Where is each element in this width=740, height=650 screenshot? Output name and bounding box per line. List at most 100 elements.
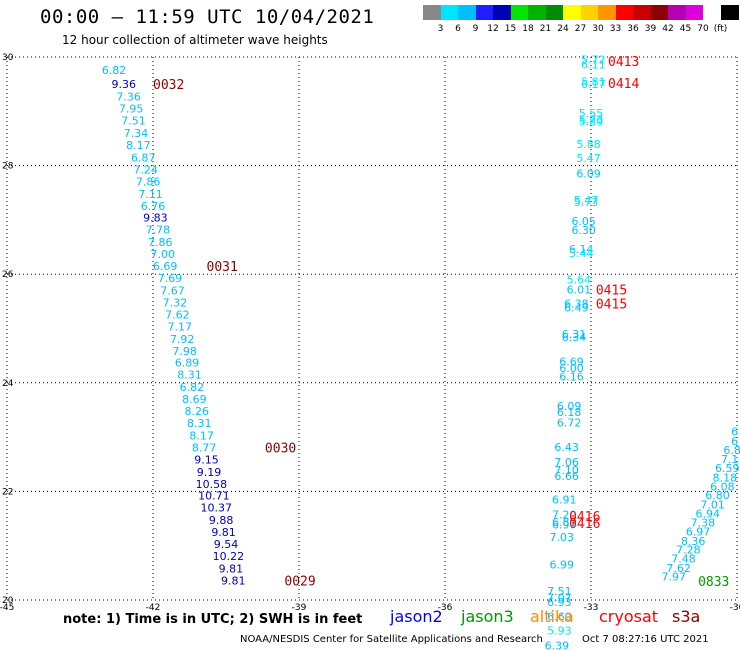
- wave-height-value: 6.09: [557, 400, 582, 413]
- wave-height-value: 5.81: [581, 75, 606, 88]
- scale-label: 45: [679, 24, 692, 34]
- scale-swatch: [440, 5, 459, 20]
- wave-height-value: 6.17: [581, 78, 606, 91]
- scale-swatch: [475, 5, 494, 20]
- wave-height-value: 8.17: [189, 429, 214, 442]
- scale-label: 30: [592, 24, 604, 34]
- pass-time-label: 0415: [596, 298, 627, 313]
- wave-height-value: 10.37: [201, 502, 233, 515]
- wave-height-value: 7.92: [170, 333, 195, 346]
- x-tick-label: -33: [584, 603, 599, 613]
- wave-height-value: 10.22: [213, 550, 245, 563]
- scale-label: 3: [437, 24, 444, 34]
- scale-swatch: [458, 5, 476, 20]
- wave-height-value: 7.51: [547, 585, 572, 598]
- scale-label: (ft): [713, 24, 728, 34]
- scale-label: 12: [487, 24, 499, 34]
- x-tick-label: -45: [0, 603, 14, 613]
- pass-time-label: 0413: [608, 55, 639, 70]
- wave-height-value: 7.36: [116, 91, 141, 104]
- wave-height-value: 6.87: [552, 516, 577, 529]
- x-tick-label: -42: [146, 603, 161, 613]
- scale-swatch: [545, 5, 564, 20]
- wave-height-value: 6.34: [562, 331, 587, 344]
- wave-height-value: 6.93: [547, 596, 572, 609]
- pass-time-label: 0030: [265, 441, 296, 456]
- credit-text: NOAA/NESDIS Center for Satellite Applica…: [240, 634, 543, 645]
- wave-height-value: 9.88: [209, 514, 234, 527]
- wave-height-value: 10.71: [198, 490, 230, 503]
- pass-time-label: 0032: [153, 78, 184, 93]
- scale-swatch: [423, 5, 441, 20]
- y-tick-label: 24: [2, 379, 14, 389]
- wave-height-value: 7.62: [666, 562, 691, 575]
- wave-height-value: 7.67: [160, 284, 185, 297]
- wave-height-value: 7.97: [661, 571, 686, 584]
- legend-jason2: jason2: [390, 607, 443, 626]
- legend-altika: altika: [530, 607, 574, 626]
- wave-height-value: 7.95: [119, 103, 144, 116]
- wave-height-value: 7.86: [136, 175, 161, 188]
- wave-height-value: 8.26: [185, 405, 210, 418]
- scale-label: 18: [522, 24, 534, 34]
- wave-height-value: 7.69: [158, 272, 183, 285]
- wave-height-value: 7.20: [552, 509, 577, 522]
- scale-swatch: [720, 5, 739, 20]
- pass-time-label: 0031: [207, 260, 238, 275]
- wave-height-value: 5.73: [579, 113, 604, 126]
- wave-height-value: 6.01: [567, 283, 592, 296]
- wave-height-value: 5.55: [579, 107, 604, 120]
- x-tick-label: -39: [292, 603, 307, 613]
- wave-height-value: 6.69: [559, 356, 584, 369]
- y-tick-label: 26: [2, 270, 14, 280]
- scale-label: 15: [504, 24, 517, 34]
- wave-height-value: 5.93: [547, 624, 572, 637]
- wave-height-value: 8.36: [681, 535, 706, 548]
- scale-swatch: [528, 5, 546, 20]
- wave-height-value: 9.36: [112, 78, 137, 91]
- scale-swatch: [650, 5, 669, 20]
- scale-swatch: [615, 5, 634, 20]
- wave-height-value: 7.38: [691, 516, 716, 529]
- y-tick-label: 20: [2, 596, 14, 606]
- wave-height-value: 5.72: [581, 54, 606, 67]
- scale-label: 33: [609, 24, 622, 34]
- wave-height-value: 7.62: [165, 308, 190, 321]
- wave-height-value: 6.8: [723, 444, 740, 457]
- scale-swatch: [668, 5, 686, 20]
- wave-height-value: 6.00: [559, 362, 584, 375]
- scale-swatch: [703, 5, 721, 20]
- wave-height-value: 6.09: [576, 168, 601, 181]
- wave-height-value: 7.32: [163, 296, 188, 309]
- scale-label: 27: [574, 24, 587, 34]
- wave-height-value: 6: [731, 435, 738, 448]
- scale-swatch: [633, 5, 651, 20]
- wave-height-value: 6.66: [554, 470, 579, 483]
- y-tick-label: 30: [2, 53, 14, 63]
- wave-height-value: 7.86: [148, 236, 173, 249]
- wave-height-value: 6.43: [554, 441, 579, 454]
- wave-height-value: 6.82: [180, 381, 205, 394]
- wave-height-value: 9.81: [219, 563, 244, 576]
- wave-height-value: 5.88: [576, 138, 601, 151]
- footer-note: note: 1) Time is in UTC; 2) SWH is in fe…: [63, 612, 363, 627]
- scale-label: 9: [472, 24, 479, 34]
- scale-label: 21: [539, 24, 552, 34]
- wave-height-value: 9.81: [221, 574, 246, 587]
- y-tick-label: 22: [2, 487, 13, 497]
- wave-height-value: 5.44: [569, 247, 594, 260]
- wave-height-value: 5.47: [574, 194, 599, 207]
- generated-timestamp: Oct 7 08:27:16 UTC 2021: [582, 634, 709, 645]
- wave-height-value: 6.80: [705, 489, 730, 502]
- legend-jason3: jason3: [461, 607, 514, 626]
- wave-height-value: 6.14: [569, 243, 594, 256]
- wave-height-value: 6.18: [557, 406, 582, 419]
- wave-height-value: 6.08: [710, 481, 735, 494]
- wave-height-value: 7.01: [700, 498, 725, 511]
- wave-height-value: 7.11: [138, 188, 163, 201]
- wave-height-value: 6.60: [547, 610, 572, 623]
- wave-height-value: 7.03: [550, 531, 575, 544]
- wave-height-value: 9.15: [194, 453, 219, 466]
- wave-height-value: 8.31: [177, 369, 202, 382]
- scale-label: 39: [644, 24, 657, 34]
